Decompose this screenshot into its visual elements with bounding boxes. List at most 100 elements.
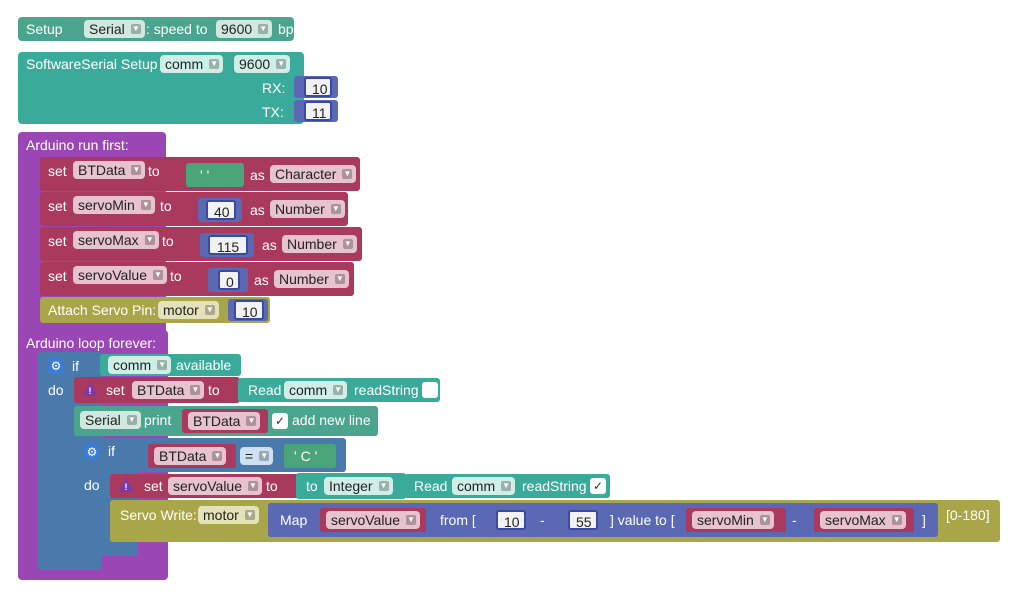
servovalue-var-dropdown[interactable]: servoValue ▼ [73,266,168,284]
map-var-block[interactable]: servoValue ▼ [320,508,426,532]
print-var-dropdown[interactable]: BTData ▼ [188,412,261,430]
to-label: to [208,382,220,398]
print-serial-dropdown[interactable]: Serial ▼ [80,411,141,429]
btdata-var-dropdown[interactable]: BTData ▼ [73,161,146,179]
map-var-value: servoValue [331,512,401,528]
cmp-char-value[interactable]: ' C ' [294,448,318,464]
softwareserial-block[interactable]: SoftwareSerial Setup comm ▼ 9600 ▼ RX: 10 … [18,52,338,124]
cmp-char-block[interactable]: ' C ' [284,444,336,468]
type-dropdown[interactable]: Number ▼ [270,200,345,218]
if2-label: if [108,443,115,459]
to-high-var-block[interactable]: servoMax ▼ [814,508,914,532]
from-low-value[interactable]: 10 [496,510,526,530]
btdata-set-value: BTData [137,382,185,398]
set-label: set [48,268,67,284]
set-btdata-read-block[interactable]: ! set BTData ▼ to [74,377,240,403]
gear-icon[interactable]: ⚙ [48,358,64,374]
rx-number-block[interactable]: 10 [294,76,338,98]
map-block[interactable]: Map servoValue ▼ from [ 10 - 55 ] value t… [268,503,938,537]
servomin-value[interactable]: 40 [206,200,236,220]
chevron-down-icon: ▼ [244,510,255,520]
check-icon[interactable]: ✓ [272,413,288,429]
gear-icon[interactable]: ⚙ [84,444,100,460]
to-high-var-dropdown[interactable]: servoMax ▼ [820,511,906,529]
chevron-down-icon: ▼ [258,24,269,34]
map-var-dropdown[interactable]: servoValue ▼ [326,511,421,529]
serial-print-block[interactable]: Serial ▼ print BTData ▼ ✓ add new line [74,406,378,436]
to-high-var-value: servoMax [825,512,886,528]
set-btdata-block[interactable]: set BTData ▼ to ' ' as Character ▼ [40,157,360,191]
available-condition-block[interactable]: comm ▼ available [100,354,241,376]
warning-icon[interactable] [118,478,134,492]
compare-condition-block[interactable]: BTData ▼ = ▼ ' C ' [136,438,346,472]
cmp-var-dropdown[interactable]: BTData ▼ [154,447,227,465]
to-label: to [170,268,182,284]
servomax-number-block[interactable]: 115 [200,233,254,257]
tx-label: TX: [262,104,284,120]
set-servovalue-block[interactable]: set servoValue ▼ to 0 as Number ▼ [40,262,354,296]
chevron-down-icon: ▼ [406,515,417,525]
type-dropdown[interactable]: Number ▼ [282,235,357,253]
servo-write-dropdown[interactable]: motor ▼ [198,506,259,524]
read-comm2-block[interactable]: Read comm ▼ readString ✓ [404,474,610,498]
tx-number-block[interactable]: 11 [294,100,338,122]
do-label: do [48,382,64,398]
attach-pin-value[interactable]: 10 [234,300,264,320]
cmp-op-dropdown[interactable]: = ▼ [240,447,274,465]
tx-value[interactable]: 11 [304,101,332,121]
set-servomax-block[interactable]: set servoMax ▼ to 115 as Number ▼ [40,227,362,261]
readstring-checkbox[interactable] [422,382,438,398]
chevron-down-icon: ▼ [131,165,142,175]
servovalue-value[interactable]: 0 [218,270,240,290]
attach-servo-block[interactable]: Attach Servo Pin: motor ▼ 10 [40,297,270,323]
softserial-name-dropdown[interactable]: comm ▼ [160,55,224,73]
softserial-baud-value: 9600 [239,56,271,72]
attach-pin-block[interactable]: 10 [228,299,268,321]
set-servomin-block[interactable]: set servoMin ▼ to 40 as Number ▼ [40,192,348,226]
servovalue-set-dropdown[interactable]: servoValue ▼ [168,477,263,495]
chevron-down-icon: ▼ [209,59,220,69]
softserial-baud-dropdown[interactable]: 9600 ▼ [234,55,291,73]
to-integer-label: to [306,478,318,494]
rx-label: RX: [262,80,286,96]
cmp-var-block[interactable]: BTData ▼ [148,444,236,468]
chevron-down-icon: ▼ [126,415,137,425]
baud-dropdown[interactable]: 9600 ▼ [216,20,273,38]
servomin-number-block[interactable]: 40 [198,198,242,222]
attach-servo-dropdown[interactable]: motor ▼ [158,301,219,319]
set-servovalue-read-block[interactable]: ! set servoValue ▼ to [110,474,300,498]
bps-label: bps [278,21,301,37]
chevron-down-icon: ▼ [130,24,141,34]
chevron-down-icon: ▼ [333,385,344,395]
btdata-set-dropdown[interactable]: BTData ▼ [132,381,205,399]
available-comm-dropdown[interactable]: comm ▼ [108,356,172,374]
read2-comm-dropdown[interactable]: comm ▼ [452,477,516,495]
to-integer-block[interactable]: to Integer ▼ [296,473,406,499]
serial-port-dropdown[interactable]: Serial ▼ [84,20,145,38]
do2-label: do [84,477,100,493]
integer-dropdown[interactable]: Integer ▼ [324,477,393,495]
check-icon[interactable]: ✓ [590,478,606,494]
servomax-var-value: servoMax [78,232,139,248]
servomin-var-dropdown[interactable]: servoMin ▼ [73,196,155,214]
servovalue-number-block[interactable]: 0 [208,268,248,292]
servomax-var-dropdown[interactable]: servoMax ▼ [73,231,159,249]
print-var-block[interactable]: BTData ▼ [182,409,268,433]
from-high-value[interactable]: 55 [568,510,598,530]
to-label: to [160,198,172,214]
set-label: set [48,233,67,249]
to-low-var-dropdown[interactable]: servoMin ▼ [692,511,774,529]
to-low-var-block[interactable]: servoMin ▼ [686,508,786,532]
setup-serial-block[interactable]: Setup Serial ▼ : speed to 9600 ▼ bps [18,17,301,41]
char-block[interactable]: ' ' [186,163,244,187]
to-label: to [148,163,160,179]
type-dropdown[interactable]: Number ▼ [274,270,349,288]
type-value: Number [287,236,337,252]
servomax-value[interactable]: 115 [208,235,248,255]
warning-icon[interactable] [82,382,98,396]
read-comm-dropdown[interactable]: comm ▼ [284,381,348,399]
read-comm-block[interactable]: Read comm ▼ readString [238,378,440,402]
char-value[interactable]: ' ' [200,167,210,183]
type-dropdown[interactable]: Character ▼ [270,165,357,183]
rx-value[interactable]: 10 [304,77,332,97]
